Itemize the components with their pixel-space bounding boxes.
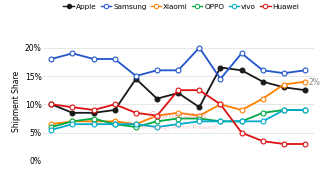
Apple (134, 78, 138, 80)
Apple (113, 109, 117, 111)
Line: Apple: Apple (49, 65, 308, 115)
Samsung (261, 69, 265, 71)
Xiaomi (134, 123, 138, 125)
Y-axis label: Shipment Share: Shipment Share (12, 71, 20, 132)
Huawei (303, 143, 307, 145)
Xiaomi (282, 83, 286, 86)
OPPO (71, 120, 75, 122)
Apple (261, 81, 265, 83)
Xiaomi (303, 81, 307, 83)
vivo (197, 120, 201, 122)
OPPO (303, 109, 307, 111)
OPPO (155, 120, 159, 122)
Text: Counterpoint: Counterpoint (149, 111, 208, 120)
Samsung (303, 69, 307, 71)
vivo (155, 126, 159, 128)
OPPO (282, 109, 286, 111)
vivo (113, 123, 117, 125)
Huawei (113, 103, 117, 105)
Huawei (176, 89, 180, 91)
Xiaomi (176, 112, 180, 114)
Samsung (113, 58, 117, 60)
Apple (50, 103, 53, 105)
Huawei (155, 115, 159, 117)
Xiaomi (71, 120, 75, 122)
Line: Huawei: Huawei (49, 88, 308, 146)
Samsung (134, 75, 138, 77)
OPPO (92, 117, 96, 120)
Xiaomi (197, 115, 201, 117)
Line: vivo: vivo (49, 108, 308, 132)
Apple (92, 112, 96, 114)
Apple (176, 92, 180, 94)
Huawei (197, 89, 201, 91)
vivo (303, 109, 307, 111)
vivo (134, 123, 138, 125)
vivo (218, 120, 222, 122)
Apple (303, 89, 307, 91)
Huawei (261, 140, 265, 142)
Apple (71, 112, 75, 114)
OPPO (134, 126, 138, 128)
Huawei (134, 112, 138, 114)
Huawei (282, 143, 286, 145)
Xiaomi (218, 103, 222, 105)
vivo (240, 120, 244, 122)
vivo (282, 109, 286, 111)
Huawei (50, 103, 53, 105)
Xiaomi (155, 115, 159, 117)
Apple (240, 69, 244, 71)
Line: Xiaomi: Xiaomi (49, 79, 308, 127)
vivo (50, 129, 53, 131)
Samsung (240, 52, 244, 54)
vivo (176, 123, 180, 125)
Text: Technology Market Research: Technology Market Research (139, 125, 218, 130)
OPPO (218, 120, 222, 122)
Xiaomi (261, 98, 265, 100)
Huawei (218, 103, 222, 105)
Line: OPPO: OPPO (49, 108, 308, 130)
Xiaomi (240, 109, 244, 111)
Apple (197, 106, 201, 108)
OPPO (240, 120, 244, 122)
vivo (92, 123, 96, 125)
OPPO (50, 126, 53, 128)
OPPO (197, 117, 201, 120)
Samsung (155, 69, 159, 71)
Samsung (197, 47, 201, 49)
Huawei (71, 106, 75, 108)
vivo (71, 123, 75, 125)
Samsung (176, 69, 180, 71)
Samsung (71, 52, 75, 54)
Samsung (92, 58, 96, 60)
Text: 2%: 2% (308, 78, 320, 87)
Xiaomi (92, 120, 96, 122)
Apple (282, 86, 286, 88)
Huawei (240, 132, 244, 134)
vivo (261, 120, 265, 122)
Apple (155, 98, 159, 100)
Apple (218, 66, 222, 69)
Samsung (218, 78, 222, 80)
OPPO (176, 117, 180, 120)
Samsung (282, 72, 286, 74)
Line: Samsung: Samsung (49, 45, 308, 81)
OPPO (261, 112, 265, 114)
Samsung (50, 58, 53, 60)
Huawei (92, 109, 96, 111)
Legend: Apple, Samsung, Xiaomi, OPPO, vivo, Huawei: Apple, Samsung, Xiaomi, OPPO, vivo, Huaw… (63, 4, 300, 10)
Xiaomi (50, 123, 53, 125)
Xiaomi (113, 120, 117, 122)
OPPO (113, 123, 117, 125)
